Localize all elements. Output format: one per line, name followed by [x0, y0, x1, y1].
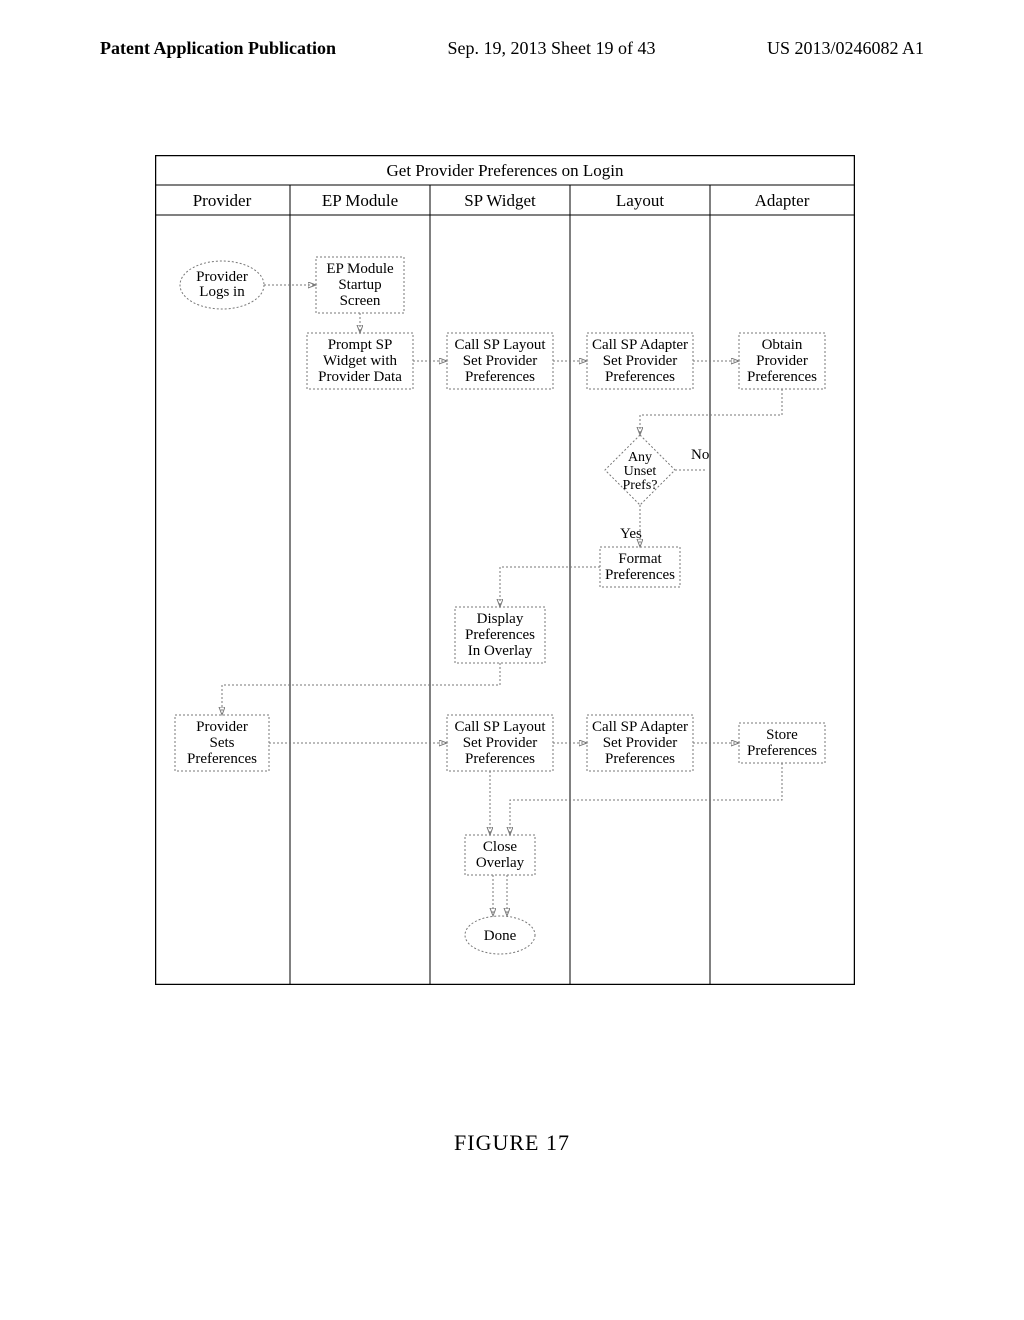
- node-store-prefs: Store Preferences: [739, 723, 825, 763]
- node-close-overlay: Close Overlay: [465, 835, 535, 875]
- svg-text:Logs in: Logs in: [199, 284, 245, 300]
- svg-text:Preferences: Preferences: [747, 369, 817, 385]
- svg-text:Preferences: Preferences: [465, 627, 535, 643]
- page-header: Patent Application Publication Sep. 19, …: [0, 38, 1024, 59]
- lane-adapter: Adapter: [755, 191, 810, 210]
- node-format-prefs: Format Preferences: [600, 547, 680, 587]
- svg-text:Obtain: Obtain: [762, 337, 803, 353]
- svg-text:Prompt SP: Prompt SP: [328, 337, 393, 353]
- node-call-sp-adapter-2: Call SP Adapter Set Provider Preferences: [587, 715, 693, 771]
- svg-text:Preferences: Preferences: [465, 751, 535, 767]
- svg-text:Set Provider: Set Provider: [603, 735, 678, 751]
- node-display-prefs: Display Preferences In Overlay: [455, 607, 545, 663]
- node-call-sp-adapter-1: Call SP Adapter Set Provider Preferences: [587, 333, 693, 389]
- svg-text:Provider: Provider: [756, 353, 808, 369]
- node-call-sp-layout-1: Call SP Layout Set Provider Preferences: [447, 333, 553, 389]
- svg-text:Preferences: Preferences: [465, 369, 535, 385]
- flowchart-diagram: Get Provider Preferences on Login Provid…: [155, 155, 855, 985]
- lane-sp-widget: SP Widget: [464, 191, 536, 210]
- header-right: US 2013/0246082 A1: [767, 38, 924, 59]
- svg-text:Sets: Sets: [209, 735, 234, 751]
- svg-text:Widget with: Widget with: [323, 353, 397, 369]
- svg-text:EP Module: EP Module: [326, 261, 394, 277]
- diagram-title: Get Provider Preferences on Login: [387, 161, 624, 180]
- node-provider-sets: Provider Sets Preferences: [175, 715, 269, 771]
- svg-text:Any: Any: [628, 450, 652, 465]
- svg-text:Call SP Adapter: Call SP Adapter: [592, 337, 688, 353]
- svg-text:Preferences: Preferences: [187, 751, 257, 767]
- label-yes: Yes: [620, 526, 642, 542]
- svg-text:Preferences: Preferences: [605, 567, 675, 583]
- svg-text:Call SP Layout: Call SP Layout: [454, 719, 546, 735]
- figure-label: FIGURE 17: [0, 1130, 1024, 1156]
- svg-text:Screen: Screen: [340, 293, 381, 309]
- node-ep-startup: EP Module Startup Screen: [316, 257, 404, 313]
- lane-provider: Provider: [193, 191, 252, 210]
- svg-text:Startup: Startup: [338, 277, 381, 293]
- svg-text:In Overlay: In Overlay: [468, 643, 533, 659]
- svg-text:Preferences: Preferences: [747, 743, 817, 759]
- node-any-unset: Any Unset Prefs?: [605, 435, 675, 505]
- header-center: Sep. 19, 2013 Sheet 19 of 43: [448, 38, 656, 59]
- svg-text:Set Provider: Set Provider: [463, 353, 538, 369]
- svg-text:Display: Display: [477, 611, 524, 627]
- node-obtain-prefs: Obtain Provider Preferences: [739, 333, 825, 389]
- lane-ep-module: EP Module: [322, 191, 398, 210]
- node-prompt-sp: Prompt SP Widget with Provider Data: [307, 333, 413, 389]
- header-left: Patent Application Publication: [100, 38, 336, 59]
- svg-text:Overlay: Overlay: [476, 855, 525, 871]
- node-call-sp-layout-2: Call SP Layout Set Provider Preferences: [447, 715, 553, 771]
- label-no: No: [691, 447, 709, 463]
- svg-text:Close: Close: [483, 839, 518, 855]
- svg-text:Format: Format: [618, 551, 662, 567]
- lane-layout: Layout: [616, 191, 664, 210]
- svg-text:Call SP Adapter: Call SP Adapter: [592, 719, 688, 735]
- svg-text:Done: Done: [484, 928, 517, 944]
- svg-text:Provider: Provider: [196, 719, 248, 735]
- svg-text:Prefs?: Prefs?: [623, 478, 658, 493]
- svg-text:Set Provider: Set Provider: [463, 735, 538, 751]
- node-done: Done: [465, 916, 535, 954]
- svg-text:Set Provider: Set Provider: [603, 353, 678, 369]
- svg-text:Call SP Layout: Call SP Layout: [454, 337, 546, 353]
- svg-text:Store: Store: [766, 727, 798, 743]
- svg-text:Provider: Provider: [196, 269, 248, 285]
- svg-text:Unset: Unset: [624, 464, 657, 479]
- svg-text:Provider Data: Provider Data: [318, 369, 402, 385]
- svg-text:Preferences: Preferences: [605, 751, 675, 767]
- svg-text:Preferences: Preferences: [605, 369, 675, 385]
- node-provider-logs-in: Provider Logs in: [180, 261, 264, 309]
